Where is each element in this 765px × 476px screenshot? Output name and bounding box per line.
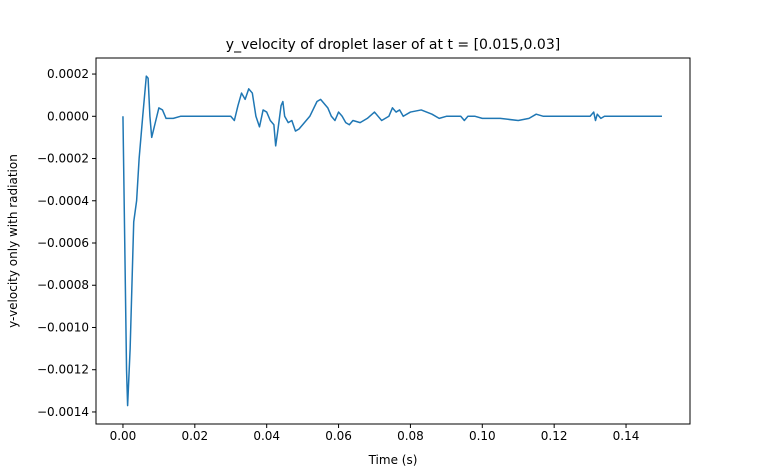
y-tick-label: −0.0002: [37, 152, 89, 166]
y-tick-label: −0.0012: [37, 363, 89, 377]
y-tick-label: −0.0008: [37, 278, 89, 292]
y-tick-label: −0.0004: [37, 194, 89, 208]
x-tick-label: 0.02: [181, 429, 208, 443]
x-tick-label: 0.10: [469, 429, 496, 443]
x-tick-label: 0.06: [325, 429, 352, 443]
x-tick-label: 0.14: [613, 429, 640, 443]
y-tick-label: 0.0000: [47, 109, 89, 123]
y-axis-label: y-velocity only with radiation: [6, 154, 20, 328]
y-tick-label: −0.0010: [37, 320, 89, 334]
y-tick-label: 0.0002: [47, 67, 89, 81]
x-tick-label: 0.08: [397, 429, 424, 443]
data-line: [122, 75, 662, 407]
chart-title: y_velocity of droplet laser of at t = [0…: [226, 37, 560, 53]
x-tick-label: 0.04: [253, 429, 280, 443]
x-axis-label: Time (s): [368, 453, 418, 467]
y-tick-label: −0.0006: [37, 236, 89, 250]
x-tick-label: 0.12: [541, 429, 568, 443]
x-tick-label: 0.00: [110, 429, 137, 443]
y-tick-label: −0.0014: [37, 405, 89, 419]
plot-frame: [95, 57, 691, 425]
